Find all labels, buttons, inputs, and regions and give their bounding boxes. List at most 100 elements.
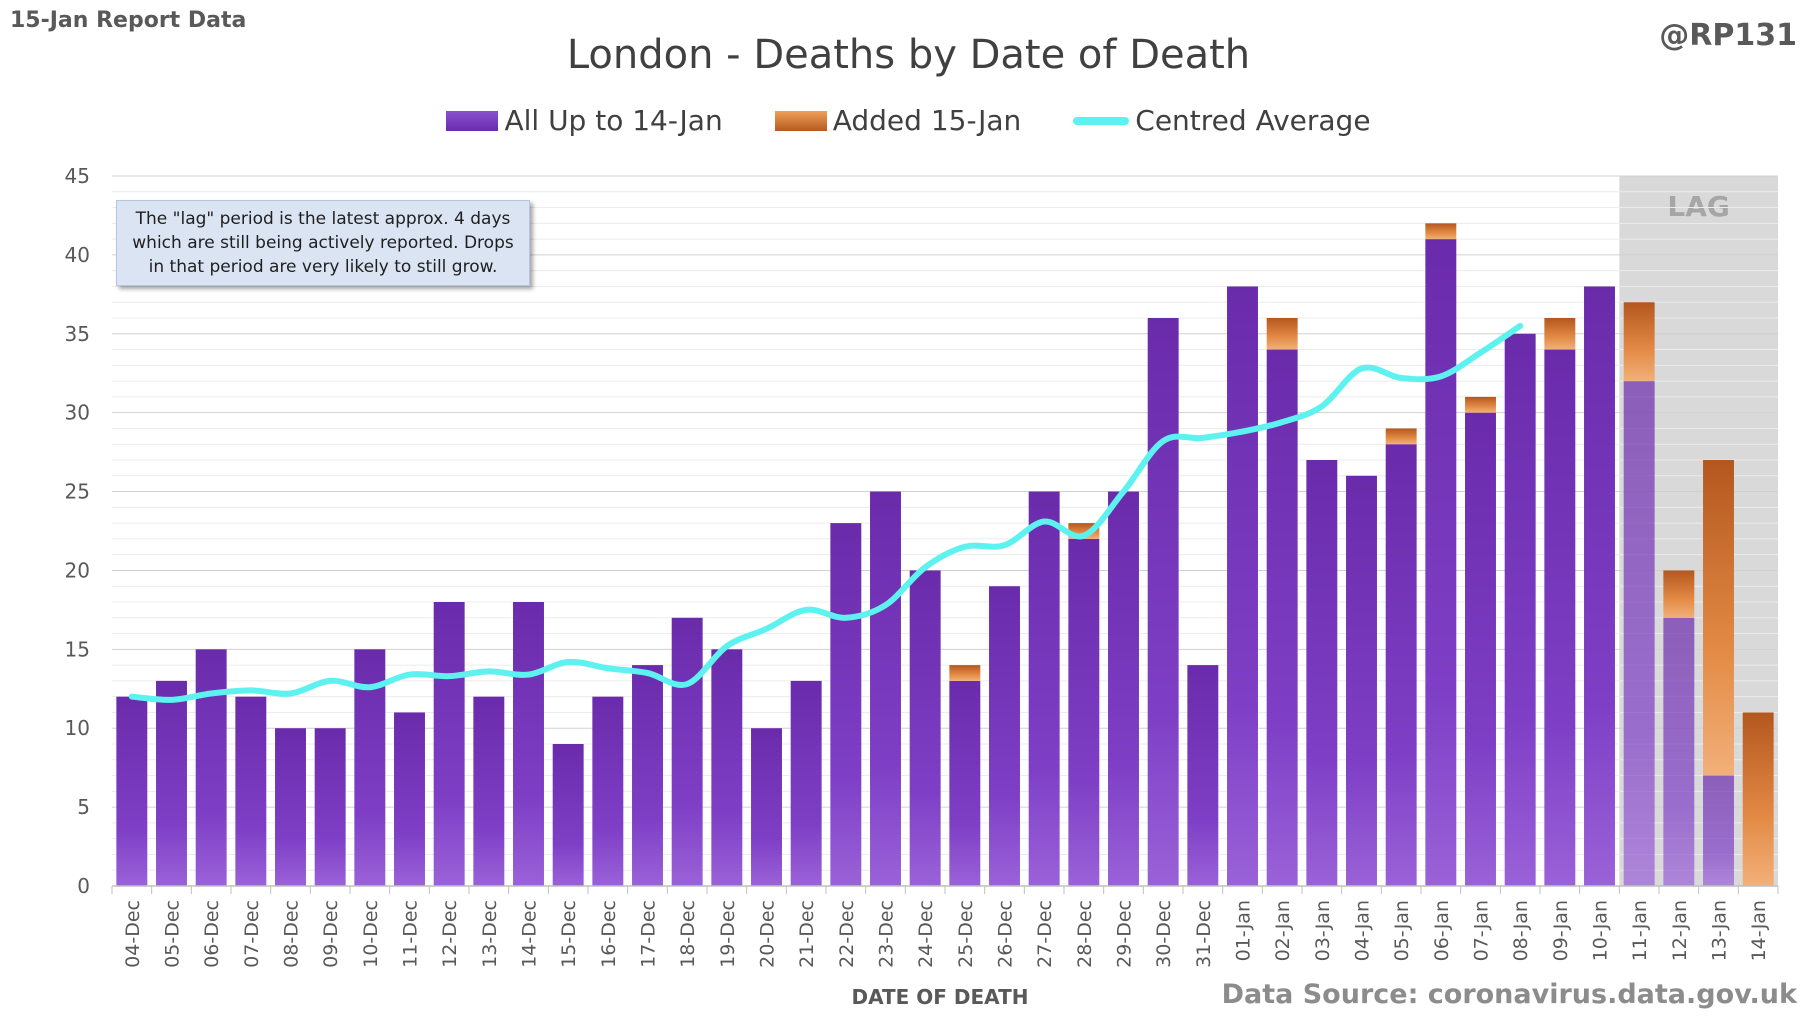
- x-tick-label: 27-Dec: [1034, 900, 1056, 968]
- bar-main: [1425, 239, 1457, 887]
- y-tick-label: 30: [65, 401, 90, 425]
- bar-main: [632, 665, 663, 886]
- x-tick-label: 25-Dec: [955, 900, 977, 968]
- author-handle: @RP131: [1659, 18, 1797, 53]
- bar-main: [592, 696, 624, 886]
- legend-swatch-average: [1073, 116, 1130, 125]
- bar-added: [1544, 318, 1576, 350]
- x-tick-label: 14-Jan: [1748, 900, 1770, 961]
- y-tick-label: 0: [77, 874, 90, 898]
- x-tick-label: 08-Jan: [1510, 900, 1532, 961]
- bar-main: [433, 602, 465, 886]
- legend-label-main: All Up to 14-Jan: [504, 104, 723, 137]
- bar-main: [275, 728, 306, 886]
- legend-label-added: Added 15-Jan: [832, 104, 1022, 137]
- chart-title: London - Deaths by Date of Death: [566, 32, 1251, 78]
- bar-main: [751, 728, 782, 886]
- bar-main: [394, 712, 425, 886]
- x-tick-label: 26-Dec: [995, 900, 1017, 968]
- x-tick-label: 30-Dec: [1153, 900, 1175, 968]
- y-tick-label: 20: [65, 558, 90, 582]
- legend-label-average: Centred Average: [1135, 104, 1371, 137]
- x-tick-label: 12-Jan: [1669, 900, 1691, 961]
- x-tick-label: 07-Jan: [1471, 900, 1493, 961]
- bar-added: [1385, 428, 1417, 445]
- x-tick-label: 11-Dec: [400, 900, 422, 968]
- x-tick-label: 31-Dec: [1193, 900, 1215, 968]
- x-tick-label: 17-Dec: [638, 900, 660, 968]
- bar-main: [830, 523, 862, 886]
- bar-added: [1703, 460, 1734, 776]
- x-tick-label: 03-Jan: [1312, 900, 1334, 961]
- legend-swatch-added: [774, 110, 827, 131]
- x-tick-label: 09-Dec: [320, 900, 342, 968]
- bar-main: [1346, 475, 1377, 886]
- lag-note: The "lag" period is the latest approx. 4…: [116, 200, 530, 286]
- bar-main: [1663, 617, 1695, 886]
- bar-added: [1623, 302, 1655, 382]
- bar-main: [156, 680, 187, 886]
- bar-main: [1703, 775, 1734, 886]
- average-line: [128, 322, 1524, 703]
- x-tick-label: 13-Dec: [479, 900, 501, 968]
- x-tick-label: 11-Jan: [1629, 900, 1651, 961]
- x-tick-label: 04-Jan: [1352, 900, 1374, 961]
- bar-main: [870, 491, 901, 886]
- x-tick-label: 28-Dec: [1074, 900, 1096, 968]
- x-axis-title: DATE OF DEATH: [852, 985, 1029, 1009]
- x-tick-label: 06-Jan: [1431, 900, 1453, 961]
- bar-main: [116, 696, 148, 886]
- x-tick-label: 22-Dec: [836, 900, 858, 968]
- y-tick-label: 10: [65, 716, 90, 740]
- x-tick-label: 23-Dec: [876, 900, 898, 968]
- bar-main: [989, 586, 1020, 886]
- y-tick-label: 15: [65, 637, 90, 661]
- bar-main: [949, 680, 981, 886]
- x-tick-label: 12-Dec: [439, 900, 461, 968]
- bar-main: [473, 696, 505, 886]
- x-tick-label: 09-Jan: [1550, 900, 1572, 961]
- bar-main: [711, 649, 743, 886]
- bar-main: [1266, 349, 1298, 886]
- x-tick-label: 15-Dec: [558, 900, 580, 968]
- bar-main: [1306, 460, 1338, 886]
- bar-main: [552, 744, 584, 886]
- bar-main: [909, 570, 941, 886]
- x-tick-label: 01-Jan: [1233, 900, 1255, 961]
- y-tick-label: 35: [65, 322, 90, 346]
- x-tick-label: 21-Dec: [796, 900, 818, 968]
- x-tick-label: 14-Dec: [519, 900, 541, 968]
- legend-item-added: Added 15-Jan: [774, 104, 1022, 137]
- x-tick-label: 05-Jan: [1391, 900, 1413, 961]
- bar-main: [1385, 444, 1417, 886]
- bar-added: [1465, 396, 1496, 413]
- legend-item-average: Centred Average: [1073, 104, 1371, 137]
- bar-main: [1147, 318, 1179, 886]
- x-tick-label: 04-Dec: [122, 900, 144, 968]
- bar-main: [1108, 491, 1139, 886]
- lag-label: LAG: [1667, 190, 1730, 223]
- bar-added: [1742, 712, 1774, 886]
- x-tick-label: 29-Dec: [1114, 900, 1136, 968]
- bar-added: [1266, 318, 1298, 350]
- y-tick-label: 45: [65, 164, 90, 188]
- bar-main: [671, 617, 703, 886]
- y-tick-label: 40: [65, 243, 90, 267]
- bar-main: [790, 680, 822, 886]
- x-tick-label: 05-Dec: [162, 900, 184, 968]
- bar-main: [1504, 333, 1536, 886]
- x-tick-label: 18-Dec: [677, 900, 699, 968]
- bar-main: [1028, 491, 1060, 886]
- x-tick-label: 24-Dec: [915, 900, 937, 968]
- bar-added: [1663, 570, 1695, 618]
- legend: All Up to 14-Jan Added 15-Jan Centred Av…: [0, 104, 1817, 137]
- bar-added: [949, 665, 981, 681]
- bar-main: [1584, 286, 1615, 886]
- legend-swatch-main: [446, 110, 499, 131]
- bar-main: [235, 696, 267, 886]
- bar-added: [1425, 223, 1457, 240]
- x-tick-label: 10-Dec: [360, 900, 382, 968]
- bar-main: [195, 649, 227, 886]
- bar-main: [1227, 286, 1258, 886]
